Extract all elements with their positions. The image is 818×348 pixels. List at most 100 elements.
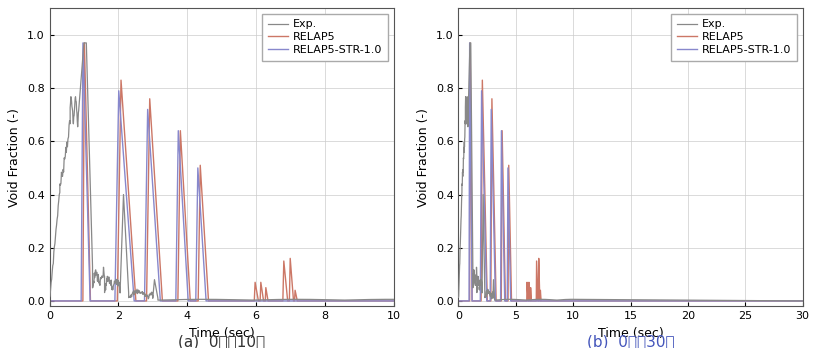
RELAP5	[142, 299, 151, 303]
RELAP5	[525, 299, 535, 303]
RELAP5-STR-1.0	[485, 299, 495, 303]
Exp.	[525, 298, 535, 302]
RELAP5	[116, 78, 126, 82]
RELAP5	[255, 299, 265, 303]
RELAP5-STR-1.0	[191, 299, 200, 303]
X-axis label: Time (sec): Time (sec)	[189, 327, 254, 340]
RELAP5	[196, 163, 205, 167]
RELAP5-STR-1.0	[475, 299, 485, 303]
RELAP5	[45, 299, 55, 303]
RELAP5	[285, 299, 294, 303]
RELAP5	[535, 299, 545, 303]
RELAP5	[525, 299, 535, 303]
RELAP5	[501, 299, 510, 303]
Y-axis label: Void Fraction (-): Void Fraction (-)	[417, 108, 430, 207]
RELAP5	[478, 78, 488, 82]
RELAP5	[112, 299, 122, 303]
RELAP5	[454, 299, 464, 303]
RELAP5-STR-1.0	[143, 107, 153, 111]
RELAP5	[175, 129, 185, 133]
RELAP5	[285, 256, 295, 260]
Exp.	[98, 273, 108, 277]
RELAP5	[283, 299, 293, 303]
RELAP5	[173, 299, 182, 303]
Exp.	[454, 295, 464, 299]
RELAP5-STR-1.0	[465, 41, 474, 45]
RELAP5	[86, 299, 96, 303]
RELAP5-STR-1.0	[569, 299, 578, 303]
RELAP5-STR-1.0	[173, 129, 183, 133]
RELAP5	[535, 299, 545, 303]
RELAP5	[249, 299, 259, 303]
Exp.	[153, 298, 163, 302]
RELAP5-STR-1.0	[506, 299, 515, 303]
Line: RELAP5-STR-1.0: RELAP5-STR-1.0	[459, 43, 802, 301]
RELAP5	[526, 286, 536, 290]
Exp.	[389, 297, 398, 301]
RELAP5-STR-1.0	[477, 89, 487, 93]
RELAP5-STR-1.0	[491, 299, 501, 303]
RELAP5	[532, 299, 542, 303]
RELAP5	[186, 299, 196, 303]
RELAP5	[483, 299, 492, 303]
RELAP5	[524, 299, 533, 303]
RELAP5-STR-1.0	[467, 299, 477, 303]
RELAP5	[145, 97, 155, 101]
Exp.	[456, 245, 465, 249]
Exp.	[140, 294, 150, 299]
RELAP5	[158, 299, 168, 303]
RELAP5	[263, 299, 273, 303]
RELAP5	[798, 299, 807, 303]
RELAP5	[289, 299, 299, 303]
RELAP5	[487, 97, 497, 101]
RELAP5	[79, 41, 89, 45]
RELAP5	[527, 299, 537, 303]
Exp.	[465, 41, 475, 45]
RELAP5-STR-1.0	[496, 299, 506, 303]
RELAP5-STR-1.0	[497, 129, 506, 133]
RELAP5	[465, 41, 475, 45]
RELAP5	[131, 299, 141, 303]
RELAP5	[524, 299, 533, 303]
RELAP5	[524, 280, 534, 284]
RELAP5	[465, 299, 474, 303]
Line: Exp.: Exp.	[459, 43, 802, 301]
RELAP5-STR-1.0	[85, 299, 95, 303]
RELAP5	[389, 299, 398, 303]
RELAP5-STR-1.0	[45, 299, 55, 303]
RELAP5	[533, 299, 543, 303]
RELAP5	[250, 280, 260, 284]
Legend: Exp., RELAP5, RELAP5-STR-1.0: Exp., RELAP5, RELAP5-STR-1.0	[671, 14, 797, 61]
RELAP5-STR-1.0	[171, 299, 181, 303]
RELAP5-STR-1.0	[78, 41, 88, 45]
RELAP5	[533, 299, 543, 303]
Exp.	[126, 295, 136, 299]
RELAP5	[506, 299, 516, 303]
Exp.	[471, 275, 481, 279]
RELAP5	[279, 259, 289, 263]
Y-axis label: Void Fraction (-): Void Fraction (-)	[8, 108, 21, 207]
Text: (b)  0초～30초: (b) 0초～30초	[587, 334, 674, 348]
RELAP5-STR-1.0	[482, 299, 492, 303]
RELAP5	[467, 299, 477, 303]
RELAP5-STR-1.0	[201, 299, 211, 303]
RELAP5-STR-1.0	[502, 299, 512, 303]
RELAP5	[292, 299, 302, 303]
RELAP5	[522, 280, 532, 284]
RELAP5	[497, 299, 506, 303]
RELAP5-STR-1.0	[389, 299, 398, 303]
RELAP5-STR-1.0	[464, 299, 474, 303]
Text: (a)  0초～10초: (a) 0초～10초	[178, 334, 265, 348]
Exp.	[466, 81, 476, 86]
RELAP5	[256, 280, 266, 284]
RELAP5-STR-1.0	[129, 299, 139, 303]
RELAP5	[260, 299, 270, 303]
RELAP5	[569, 299, 578, 303]
RELAP5	[532, 259, 542, 263]
Exp.	[254, 298, 264, 302]
RELAP5	[193, 299, 203, 303]
RELAP5-STR-1.0	[500, 299, 510, 303]
Exp.	[798, 299, 807, 303]
Exp.	[79, 41, 89, 45]
RELAP5	[290, 299, 299, 303]
